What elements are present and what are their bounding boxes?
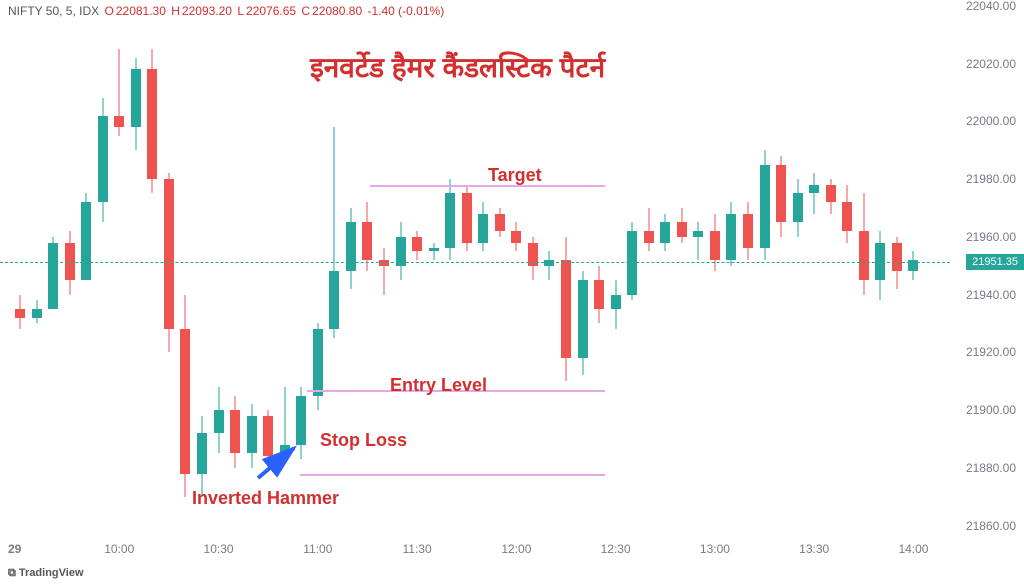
arrow-icon	[0, 0, 950, 540]
x-axis-label: 13:30	[799, 542, 829, 556]
y-axis-label: 22000.00	[966, 114, 1016, 128]
y-axis-label: 21980.00	[966, 172, 1016, 186]
y-axis: 21860.00 21880.00 21900.00 21920.00 21940.00…	[950, 0, 1024, 540]
y-axis-label: 21940.00	[966, 288, 1016, 302]
y-axis-label: 22020.00	[966, 57, 1016, 71]
x-axis-label: 29	[8, 542, 21, 556]
tradingview-logo: ⧉ TradingView	[8, 567, 84, 580]
x-axis-label: 10:30	[204, 542, 234, 556]
x-axis-label: 10:00	[104, 542, 134, 556]
y-axis-label: 21920.00	[966, 345, 1016, 359]
y-axis-label: 21900.00	[966, 403, 1016, 417]
x-axis-label: 12:30	[601, 542, 631, 556]
x-axis-label: 12:00	[501, 542, 531, 556]
y-axis-label: 22040.00	[966, 0, 1016, 13]
x-axis-label: 11:30	[403, 542, 432, 556]
candlestick-plot[interactable]: इनवर्टेड हैमर कैंडलस्टिक पैटर्नTargetEnt…	[0, 0, 950, 540]
x-axis-label: 14:00	[898, 542, 928, 556]
x-axis: 29 10:00 10:30 11:00 11:30 12:00 12:30 13:00 13:…	[0, 542, 950, 562]
x-axis-label: 13:00	[700, 542, 730, 556]
y-axis-label: 21860.00	[966, 519, 1016, 533]
x-axis-label: 11:00	[303, 542, 332, 556]
chart-container: NIFTY 50, 5, IDX O22081.30 H22093.20 L22…	[0, 0, 1024, 584]
y-axis-label: 21960.00	[966, 230, 1016, 244]
y-axis-label: 21880.00	[966, 461, 1016, 475]
current-price-tag: 21951.35	[966, 254, 1024, 270]
